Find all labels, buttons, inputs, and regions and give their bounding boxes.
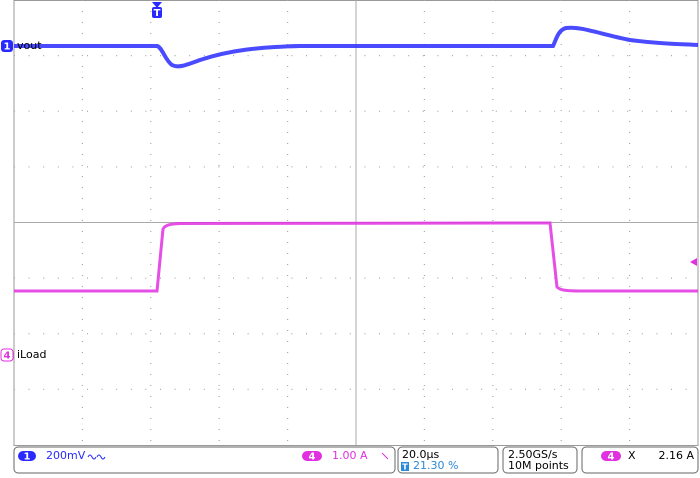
bandwidth-icon [87, 454, 106, 460]
cursor-number: 4 [608, 452, 615, 463]
cursor-badge [601, 451, 621, 461]
ch4-number: 4 [4, 351, 11, 362]
acquisition-panel [502, 446, 578, 474]
graticule [13, 0, 699, 446]
ch1-marker [1, 40, 13, 52]
record-length: 10M points [508, 459, 569, 472]
cursor-value: 2.16 A [658, 449, 694, 462]
trigger-pos-icon [401, 462, 409, 471]
ch1-number: 1 [4, 42, 11, 53]
vout-trace [14, 25, 699, 69]
trigger-pos-icon-label: T [402, 463, 408, 472]
ch1-scale: 200mV [46, 449, 86, 462]
trigger-position: 21.30 % [413, 459, 458, 472]
vertical-panel [13, 446, 396, 474]
ch4-offset-icon [381, 452, 389, 460]
sample-rate: 2.50GS/s [508, 448, 558, 461]
ch1-badge [18, 451, 36, 461]
cursor-symbol: X [628, 449, 636, 462]
trigger-badge [152, 7, 162, 18]
ch1-badge-number: 1 [24, 452, 31, 463]
ch4-label: iLoad [17, 348, 46, 361]
timebase-scale: 20.0µs [402, 448, 439, 461]
trigger-level [690, 258, 697, 266]
ch4-badge [302, 451, 322, 461]
ch4-scale: 1.00 A [332, 449, 368, 462]
horizontal-panel [397, 446, 499, 474]
trigger-label: T [154, 8, 161, 19]
ch1-label: vout [17, 39, 42, 52]
ch4-marker [0, 348, 14, 362]
iload-trace [14, 221, 698, 293]
trigger-arrow [152, 2, 162, 8]
ch4-badge-number: 4 [309, 452, 316, 463]
